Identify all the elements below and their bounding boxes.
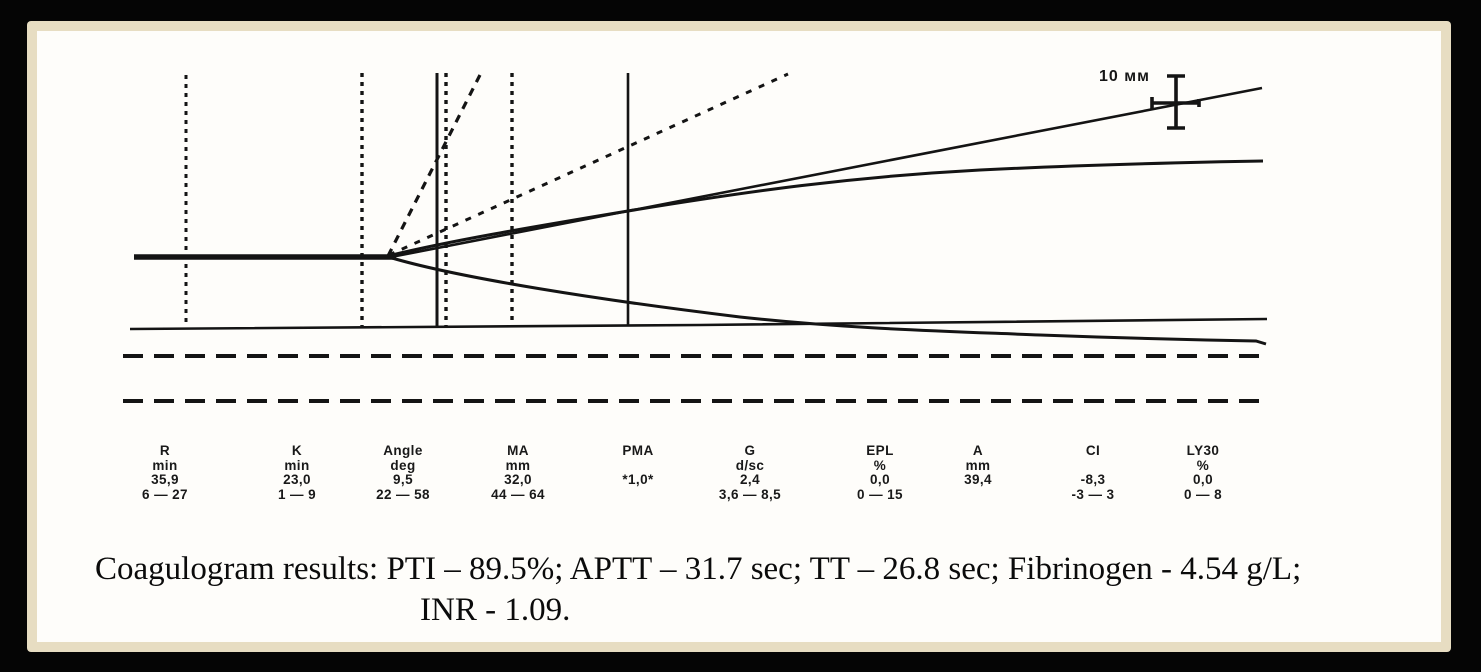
param-name: R [159, 443, 171, 458]
lower-clot-branch [391, 256, 1267, 346]
param-column-epl: EPL % 0,0 0 — 15 [810, 443, 950, 502]
param-name: LY30 [1186, 443, 1220, 458]
param-value: 32,0 [504, 472, 532, 488]
scale-bar-label: 10 мм [1099, 68, 1150, 85]
report-paper [37, 31, 1441, 642]
param-column-ci: CI -8,3 -3 — 3 [1023, 443, 1163, 502]
param-unit: min [284, 457, 310, 473]
param-unit: mm [505, 457, 531, 473]
param-column-ly30: LY30 % 0,0 0 — 8 [1133, 443, 1273, 502]
caption-line-2: INR - 1.09. [420, 592, 571, 628]
param-unit: % [1196, 457, 1210, 473]
param-name: MA [507, 443, 529, 458]
param-value: 9,5 [393, 472, 413, 488]
param-range: 0 — 15 [857, 486, 903, 502]
scale-cross-icon [1150, 74, 1201, 130]
dashed-slope-shallow [388, 72, 789, 257]
param-name: CI [1085, 443, 1101, 458]
param-value: 39,4 [964, 472, 992, 488]
param-range: -3 — 3 [1071, 486, 1115, 502]
teg-parameters-table: R min 35,9 6 — 27 K min 23,0 1 — 9 Angle… [0, 443, 1481, 506]
param-column-g: G d/sc 2,4 3,6 — 8,5 [680, 443, 820, 502]
param-value: 0,0 [870, 472, 890, 488]
param-name: PMA [622, 443, 654, 458]
param-column-ma: MA mm 32,0 44 — 64 [448, 443, 588, 502]
param-name: A [972, 443, 984, 458]
param-name: EPL [866, 443, 894, 458]
param-value: 2,4 [740, 472, 760, 488]
param-column-k: K min 23,0 1 — 9 [227, 443, 367, 502]
bottom-baseline [129, 317, 1268, 331]
param-value: *1,0* [622, 472, 654, 488]
param-range: 3,6 — 8,5 [718, 486, 782, 502]
param-column-a: A mm 39,4 [908, 443, 1048, 502]
param-column-angle: Angle deg 9,5 22 — 58 [333, 443, 473, 502]
param-unit: min [152, 457, 178, 473]
caption-line-1: Coagulogram results: PTI – 89.5%; APTT –… [95, 551, 1302, 587]
param-range: 44 — 64 [491, 486, 545, 502]
tan-border-mat [27, 21, 1451, 652]
param-unit: % [873, 457, 887, 473]
upper-clot-branch [391, 159, 1264, 257]
param-column-r: R min 35,9 6 — 27 [95, 443, 235, 502]
param-value: -8,3 [1080, 472, 1106, 488]
param-name: K [291, 443, 303, 458]
param-column-pma: PMA *1,0* [568, 443, 708, 502]
param-range: 22 — 58 [376, 486, 430, 502]
param-value: 23,0 [283, 472, 311, 488]
param-unit: d/sc [735, 457, 765, 473]
param-range: 6 — 27 [142, 486, 188, 502]
param-unit: deg [390, 457, 416, 473]
param-name: Angle [383, 443, 423, 458]
param-value: 35,9 [151, 472, 179, 488]
dashed-slope-steep [386, 72, 483, 257]
param-value: 0,0 [1193, 472, 1213, 488]
param-range: 1 — 9 [277, 486, 317, 502]
param-range: 0 — 8 [1183, 486, 1223, 502]
param-unit: mm [965, 457, 991, 473]
param-name: G [744, 443, 756, 458]
projection-line [390, 86, 1263, 259]
